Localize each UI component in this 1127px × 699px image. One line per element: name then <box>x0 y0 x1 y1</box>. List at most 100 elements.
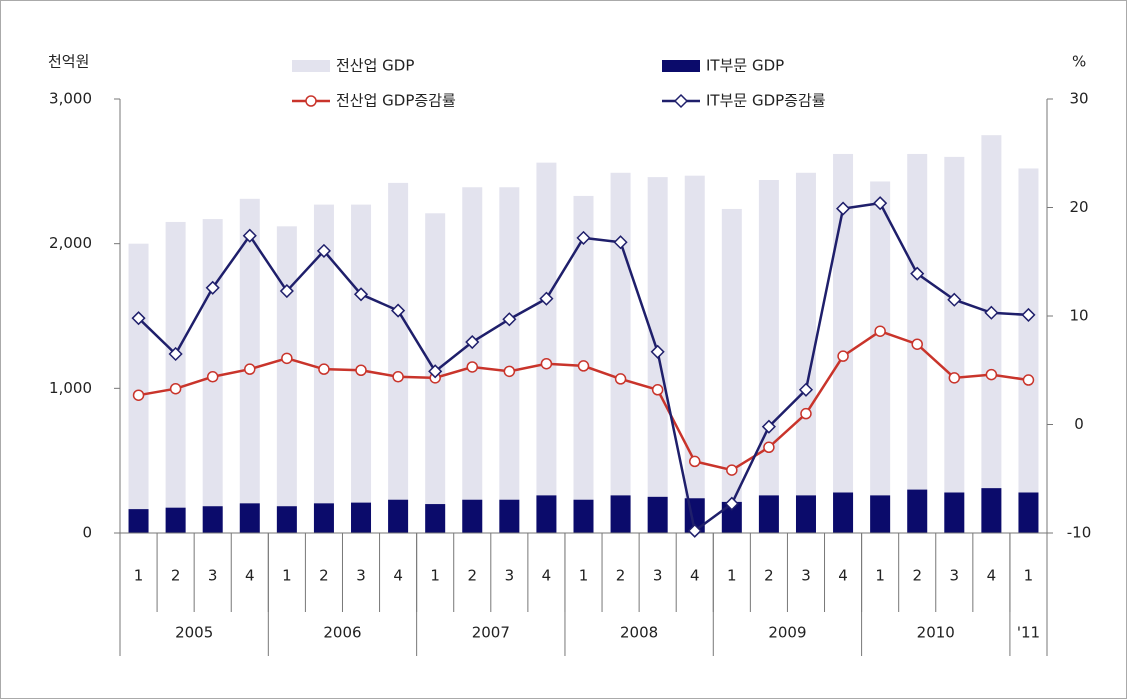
marker <box>726 464 738 476</box>
bar <box>1018 168 1039 533</box>
marker <box>763 441 775 454</box>
bar <box>573 499 594 533</box>
legend-label: IT부문 GDP <box>706 57 784 75</box>
x-tick-label: 4 <box>245 567 255 585</box>
bar <box>795 495 816 533</box>
marker <box>651 384 664 396</box>
x-tick-label: 4 <box>987 567 997 585</box>
marker <box>1022 374 1035 386</box>
marker <box>984 305 999 320</box>
legend-label: 전산업 GDP증감률 <box>336 92 456 110</box>
marker <box>577 360 590 372</box>
bar <box>425 504 446 533</box>
bar <box>610 172 631 533</box>
bar <box>276 506 297 533</box>
bar <box>944 156 965 533</box>
x-tick-label: 4 <box>393 567 403 585</box>
bar <box>870 181 891 533</box>
bar <box>981 488 1002 533</box>
marker <box>761 419 776 434</box>
marker <box>873 196 888 211</box>
marker <box>687 523 702 538</box>
marker <box>613 235 628 250</box>
bar <box>795 172 816 533</box>
marker <box>614 373 627 385</box>
bar <box>684 175 705 533</box>
bar <box>758 495 779 533</box>
x-tick-label: 2 <box>912 567 922 585</box>
marker <box>316 243 332 258</box>
x-tick-label: 2 <box>319 567 329 585</box>
y-tick-label: 3,000 <box>49 90 92 108</box>
y2-tick-label: -10 <box>1067 524 1092 542</box>
x-tick-label: 1 <box>579 567 589 585</box>
bar <box>239 503 260 533</box>
bar <box>499 187 520 533</box>
bar <box>313 503 334 533</box>
x-tick-label: 2 <box>171 567 181 585</box>
bar <box>721 501 742 533</box>
x-group-label: 2008 <box>620 624 658 642</box>
marker <box>503 365 516 378</box>
marker <box>576 230 591 245</box>
marker <box>948 372 961 384</box>
marker <box>392 371 404 383</box>
marker <box>465 334 480 350</box>
x-tick-label: 3 <box>801 567 811 585</box>
bar <box>907 489 928 533</box>
bar <box>758 180 779 533</box>
x-group-label: 2007 <box>472 624 510 642</box>
bar <box>870 495 891 533</box>
x-tick-label: 3 <box>505 567 515 585</box>
marker <box>244 363 256 375</box>
bar <box>165 507 186 533</box>
marker <box>281 352 293 365</box>
x-tick-label: 2 <box>616 567 626 585</box>
bar <box>351 502 372 533</box>
x-tick-label: 1 <box>282 567 292 585</box>
marker <box>318 363 330 375</box>
bar <box>165 221 186 533</box>
x-tick-label: 3 <box>950 567 960 585</box>
bar <box>833 492 854 533</box>
bar <box>944 492 965 533</box>
y-tick-label: 0 <box>82 524 92 542</box>
bar <box>647 496 668 533</box>
marker <box>911 338 923 350</box>
legend-marker <box>305 95 317 107</box>
bar <box>462 187 483 533</box>
y-tick-label: 2,000 <box>49 234 92 252</box>
marker <box>985 368 998 381</box>
bar <box>388 499 409 533</box>
marker <box>910 266 925 281</box>
bar <box>499 499 520 533</box>
marker <box>724 496 739 511</box>
bar <box>128 509 149 533</box>
x-group-label: 2009 <box>768 624 806 642</box>
marker <box>650 344 665 359</box>
marker <box>205 280 220 295</box>
x-tick-label: 1 <box>875 567 885 585</box>
bar <box>276 226 297 533</box>
y2-tick-label: 30 <box>1069 90 1088 108</box>
bar <box>981 135 1002 533</box>
y2-tick-label: 0 <box>1074 415 1084 433</box>
marker <box>391 303 406 318</box>
marker <box>169 382 182 395</box>
marker <box>168 346 183 362</box>
marker <box>947 292 962 307</box>
marker <box>539 291 554 306</box>
y2-tick-label: 20 <box>1069 198 1088 216</box>
marker <box>874 325 886 337</box>
legend-label: 전산업 GDP <box>336 57 414 75</box>
x-tick-label: 4 <box>542 567 552 585</box>
marker <box>355 364 367 376</box>
marker <box>242 228 257 243</box>
legend-swatch <box>662 60 700 72</box>
x-tick-label: 1 <box>430 567 440 585</box>
bar <box>462 499 483 533</box>
marker <box>540 357 553 370</box>
marker <box>206 371 219 383</box>
x-tick-label: 3 <box>356 567 366 585</box>
